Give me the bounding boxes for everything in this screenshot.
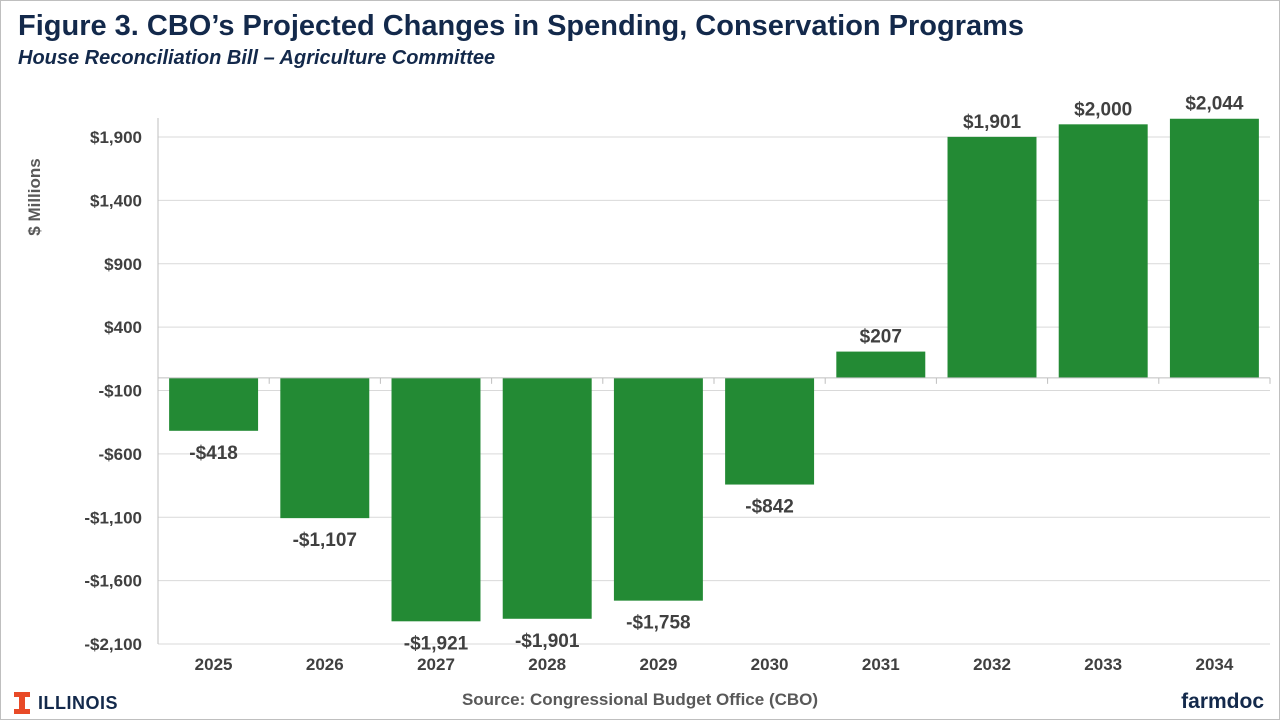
- chart-subtitle: House Reconciliation Bill – Agriculture …: [18, 47, 496, 69]
- x-tick-label: 2026: [306, 655, 344, 674]
- bars: [169, 118, 1259, 622]
- bar-2031: [836, 351, 926, 378]
- y-tick-label: -$600: [99, 445, 142, 464]
- bar-2025: [169, 377, 259, 431]
- data-label: -$1,758: [626, 613, 690, 634]
- bar-2034: [1169, 118, 1259, 378]
- axes: [157, 118, 1271, 644]
- bar-2030: [725, 377, 815, 485]
- data-label: -$1,921: [404, 633, 469, 654]
- data-label: -$1,901: [515, 631, 580, 652]
- bar-2032: [947, 136, 1037, 378]
- bar-2028: [502, 377, 592, 619]
- y-tick-label: $1,900: [90, 128, 142, 147]
- data-label: -$1,107: [293, 530, 357, 551]
- y-tick-label: $1,400: [90, 191, 142, 210]
- x-tick-label: 2031: [862, 655, 900, 674]
- x-tick-label: 2025: [195, 655, 233, 674]
- bar-2029: [613, 377, 703, 601]
- source-note: Source: Congressional Budget Office (CBO…: [461, 690, 819, 709]
- bar-2033: [1058, 124, 1148, 378]
- x-tick-labels: 2025 2026 2027 2028 2029 2030 2031 2032 2033 2034: [195, 655, 1234, 674]
- illinois-block-i-icon: [14, 692, 30, 714]
- data-label: -$418: [189, 443, 238, 464]
- x-tick-label: 2033: [1084, 655, 1122, 674]
- data-label: $2,000: [1074, 99, 1132, 120]
- chart-title: Figure 3. CBO’s Projected Changes in Spe…: [18, 10, 1025, 42]
- x-tick-label: 2030: [751, 655, 789, 674]
- y-tick-label: $400: [104, 318, 142, 337]
- x-tick-label: 2028: [528, 655, 566, 674]
- x-tick-label: 2027: [417, 655, 455, 674]
- y-axis-label: $ Millions: [25, 158, 44, 235]
- data-label: -$842: [745, 497, 794, 518]
- bar-2027: [391, 377, 481, 622]
- farmdoc-logo: farmdoc: [1181, 690, 1264, 713]
- data-label: $1,901: [963, 112, 1022, 133]
- y-tick-label: -$2,100: [84, 635, 142, 654]
- y-tick-label: -$100: [99, 382, 142, 401]
- illinois-wordmark: ILLINOIS: [38, 692, 118, 713]
- x-tick-label: 2032: [973, 655, 1011, 674]
- data-labels: -$418 -$1,107 -$1,921 -$1,901 -$1,758 -$842 $2…: [189, 94, 1244, 655]
- bar-2026: [280, 377, 370, 519]
- y-tick-labels: $1,900 $1,400 $900 $400 -$100 -$600 -$1,100 -$1…: [84, 128, 142, 654]
- data-label: $2,044: [1185, 94, 1244, 115]
- x-tick-label: 2034: [1195, 655, 1233, 674]
- x-tick-label: 2029: [639, 655, 677, 674]
- illinois-logo: ILLINOIS: [14, 692, 118, 714]
- y-tick-label: -$1,600: [84, 572, 142, 591]
- data-label: $207: [860, 327, 902, 348]
- y-tick-label: -$1,100: [84, 508, 142, 527]
- y-tick-label: $900: [104, 255, 142, 274]
